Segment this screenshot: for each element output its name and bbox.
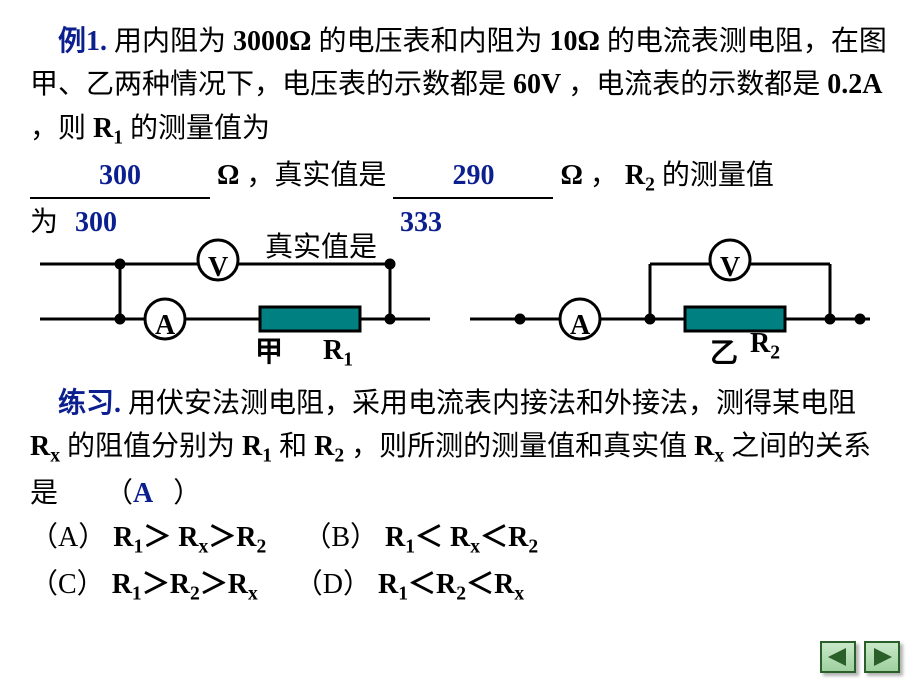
- et3: 和: [279, 431, 307, 462]
- er2: R: [314, 431, 334, 462]
- et2: 的阻值分别为: [67, 431, 242, 462]
- r2-label: R2: [750, 322, 780, 369]
- circuit-jia: [30, 234, 450, 364]
- t1: 用内阻为: [114, 26, 226, 57]
- options-row-1: （A） R1＞ Rx＞R2 （B） R1＜ Rx＜R2: [30, 516, 890, 563]
- answer: A: [133, 478, 153, 509]
- blank3-val: 300: [75, 207, 117, 238]
- page-content: 例1. 用内阻为 3000Ω 的电压表和内阻为 10Ω 的电流表测电阻，在图甲、…: [0, 0, 920, 610]
- v10: 10Ω: [549, 26, 599, 57]
- opt-d: R1＜R2＜Rx: [378, 569, 524, 600]
- nav-buttons: [816, 641, 900, 678]
- er1: R: [242, 431, 262, 462]
- a-label-2: A: [570, 304, 590, 347]
- t6: 的测量值为: [130, 113, 270, 144]
- opt-a: R1＞ Rx＞R2: [113, 522, 266, 553]
- er2-sub: 2: [334, 446, 344, 467]
- erx2: R: [694, 431, 714, 462]
- t5: ，则: [30, 113, 86, 144]
- blank2: 290: [393, 154, 553, 199]
- u1: Ω: [217, 160, 239, 191]
- r1-sub: 1: [113, 127, 123, 148]
- et4: ，则所测的测量值和真实值: [351, 431, 687, 462]
- opt-b: R1＜ Rx＜R2: [385, 522, 538, 553]
- r1-label: R1: [323, 329, 353, 376]
- r2: R: [625, 160, 645, 191]
- t9: 的测量值: [662, 160, 774, 191]
- t10: 为: [30, 207, 58, 238]
- prev-button[interactable]: [820, 641, 856, 673]
- true-value-label: 真实值是: [265, 226, 377, 269]
- blank1: 300: [30, 154, 210, 199]
- t7: ，真实值是: [246, 160, 386, 191]
- circuit-diagrams: V A 甲 R1 真实值是: [30, 234, 890, 364]
- erx-sub: x: [50, 446, 60, 467]
- u2: Ω: [560, 160, 582, 191]
- t4: ，电流表的示数都是: [568, 69, 820, 100]
- circuit-yi: [460, 234, 890, 364]
- r2-sub: 2: [645, 174, 655, 195]
- erx2-sub: x: [714, 446, 724, 467]
- triangle-right-icon: [866, 643, 898, 671]
- t8: ，: [590, 160, 618, 191]
- v60: 60V: [513, 69, 561, 100]
- v02a: 0.2A: [827, 69, 882, 100]
- opt-b-label: （B）: [303, 522, 378, 553]
- v-label-2: V: [720, 246, 740, 289]
- yi-label: 乙: [710, 332, 738, 375]
- et1: 用伏安法测电阻，采用电流表内接法和外接法，测得某电阻: [128, 388, 856, 419]
- example-paragraph: 例1. 用内阻为 3000Ω 的电压表和内阻为 10Ω 的电流表测电阻，在图甲、…: [30, 20, 890, 201]
- r1: R: [93, 113, 113, 144]
- triangle-left-icon: [822, 643, 854, 671]
- blank1-val: 300: [99, 160, 141, 191]
- example-label: 例1.: [58, 26, 107, 57]
- erx: R: [30, 431, 50, 462]
- t2: 的电压表和内阻为: [318, 26, 542, 57]
- a-label-1: A: [155, 304, 175, 347]
- opt-c: R1＞R2＞Rx: [112, 569, 258, 600]
- v3000: 3000Ω: [233, 26, 311, 57]
- exercise-label: 练习.: [58, 388, 121, 419]
- exercise-paragraph: 练习. 用伏安法测电阻，采用电流表内接法和外接法，测得某电阻 Rx 的阻值分别为…: [30, 382, 890, 516]
- v-label-1: V: [208, 246, 228, 289]
- opt-a-label: （A）: [30, 522, 106, 553]
- options-row-2: （C） R1＞R2＞Rx （D） R1＜R2＜Rx: [30, 563, 890, 610]
- opt-d-label: （D）: [295, 569, 371, 600]
- next-button[interactable]: [864, 641, 900, 673]
- er1-sub: 1: [262, 446, 272, 467]
- jia-label: 甲: [255, 331, 283, 374]
- blank2-val: 290: [452, 160, 494, 191]
- opt-c-label: （C）: [30, 569, 105, 600]
